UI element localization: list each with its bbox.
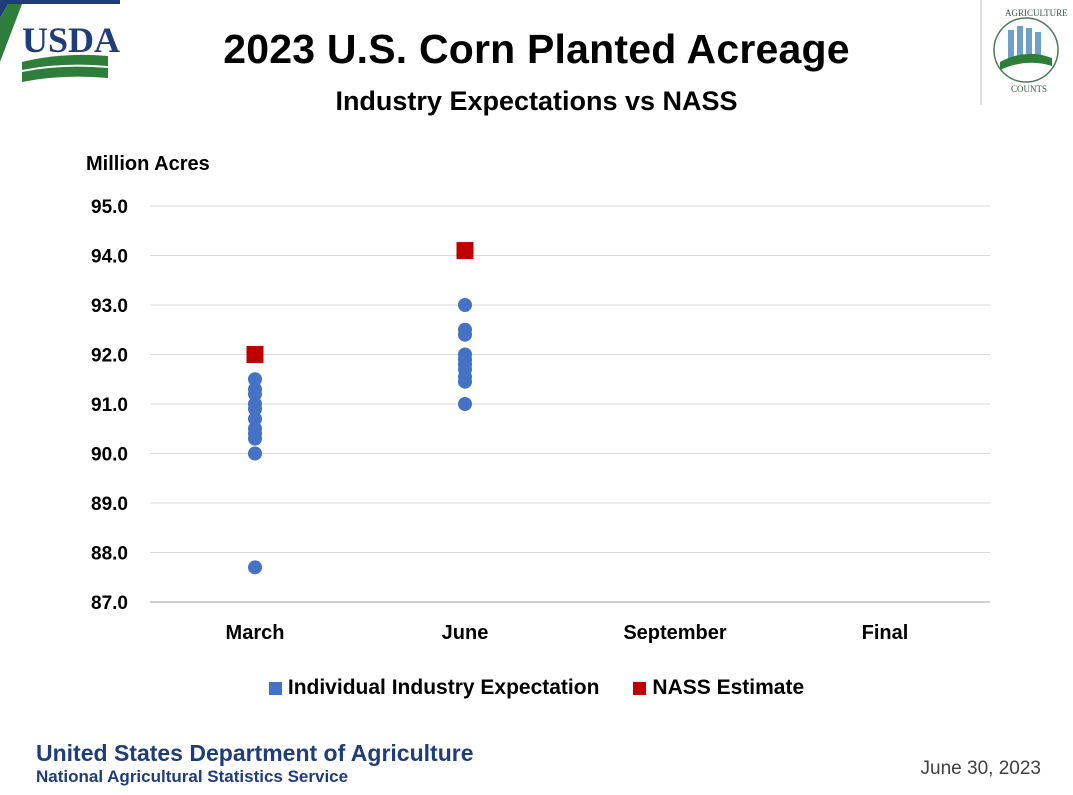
- expectation-point: [458, 298, 472, 312]
- logo-column-2: [1017, 26, 1023, 60]
- expectation-point: [458, 397, 472, 411]
- logo-bottom-text: COUNTS: [1011, 84, 1047, 94]
- y-tick-label: 94.0: [91, 247, 128, 268]
- expectation-point: [458, 322, 472, 337]
- expectation-point: [248, 397, 262, 411]
- gridlines: [150, 205, 990, 603]
- logo-column-1: [1008, 30, 1014, 60]
- expectation-point: [248, 411, 262, 426]
- agriculture-counts-logo: AGRICULTURE COUNTS: [980, 0, 1068, 105]
- y-tick-label: 95.0: [91, 197, 128, 218]
- y-tick-label: 87.0: [91, 593, 128, 614]
- y-tick-label: 91.0: [91, 395, 128, 416]
- x-tick-label: March: [226, 622, 285, 644]
- x-tick-label: June: [442, 622, 489, 644]
- nass-estimate-point: [246, 346, 264, 363]
- y-tick-label: 92.0: [91, 346, 128, 367]
- expectation-point: [248, 560, 262, 575]
- expectation-point: [248, 382, 262, 397]
- nass-estimate-point: [456, 242, 474, 260]
- usda-logo-text: USDA: [22, 20, 120, 60]
- usda-logo-hill-2: [22, 66, 108, 82]
- x-axis-ticks: March June September Final: [226, 622, 909, 644]
- legend-label-expectation: Individual Industry Expectation: [287, 676, 600, 699]
- expectation-point: [458, 347, 472, 362]
- legend-item-expectation: Individual Industry Expectation: [268, 676, 600, 700]
- expectation-point: [248, 446, 262, 461]
- usda-logo-hill-1: [22, 54, 108, 70]
- x-tick-label: September: [623, 622, 727, 644]
- logo-top-text: AGRICULTURE: [1005, 8, 1068, 18]
- y-tick-label: 90.0: [91, 445, 128, 466]
- legend-label-nass: NASS Estimate: [652, 676, 805, 699]
- logo-column-4: [1035, 32, 1041, 60]
- chart-subtitle: Industry Expectations vs NASS: [335, 86, 738, 116]
- chart-title: 2023 U.S. Corn Planted Acreage: [223, 26, 850, 72]
- usda-logo: USDA: [0, 0, 120, 82]
- expectation-point: [248, 372, 262, 387]
- footer-sub: National Agricultural Statistics Service: [36, 767, 349, 786]
- legend-item-nass: NASS Estimate: [633, 676, 804, 700]
- y-tick-label: 89.0: [91, 494, 128, 515]
- logo-column-3: [1026, 28, 1032, 60]
- y-axis-label: Million Acres: [86, 153, 210, 175]
- legend-swatch-circle: [268, 681, 282, 695]
- y-axis-ticks: 87.0 88.0 89.0 90.0 91.0 92.0 93.0 94.0 95.0: [91, 197, 128, 614]
- y-tick-label: 93.0: [91, 296, 128, 317]
- legend-swatch-square: [633, 681, 647, 695]
- footer-date: June 30, 2023: [920, 758, 1041, 779]
- y-tick-label: 88.0: [91, 544, 128, 565]
- expectation-point: [248, 421, 262, 436]
- usda-logo-top-stripe: [0, 0, 120, 18]
- footer-org: United States Department of Agriculture: [36, 740, 474, 766]
- legend: Individual Industry Expectation NASS Est…: [0, 676, 1073, 700]
- data-points: [246, 242, 474, 575]
- usda-logo-left-stripe: [0, 4, 22, 62]
- x-tick-label: Final: [862, 622, 909, 644]
- logo-field: [1000, 53, 1052, 70]
